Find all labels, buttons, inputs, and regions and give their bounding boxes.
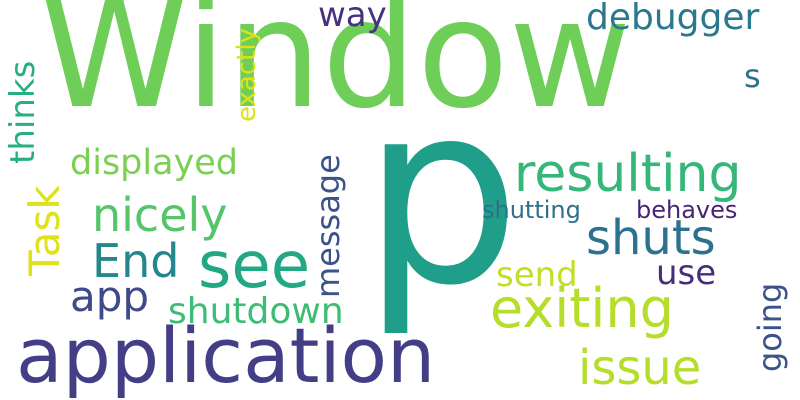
word-task: Task (24, 185, 66, 276)
word-behaves: behaves (636, 198, 737, 222)
word-resulting: resulting (514, 148, 742, 200)
word-shutting: shutting (482, 198, 581, 222)
word-debugger: debugger (586, 0, 759, 36)
word-thinks: thinks (6, 61, 40, 164)
word-app: app (70, 276, 149, 318)
word-shutdown: shutdown (168, 294, 344, 330)
word-see: see (198, 234, 310, 298)
word-message: message (312, 154, 344, 298)
word-use: use (656, 256, 716, 290)
word-displayed: displayed (70, 146, 238, 181)
word-exactly: exactly (234, 28, 260, 122)
word-way: way (318, 0, 387, 32)
word-nicely: nicely (92, 192, 228, 238)
word-s: s (744, 60, 761, 92)
word-going: going (754, 283, 786, 372)
word-send: send (496, 258, 578, 292)
word-issue: issue (578, 344, 701, 392)
